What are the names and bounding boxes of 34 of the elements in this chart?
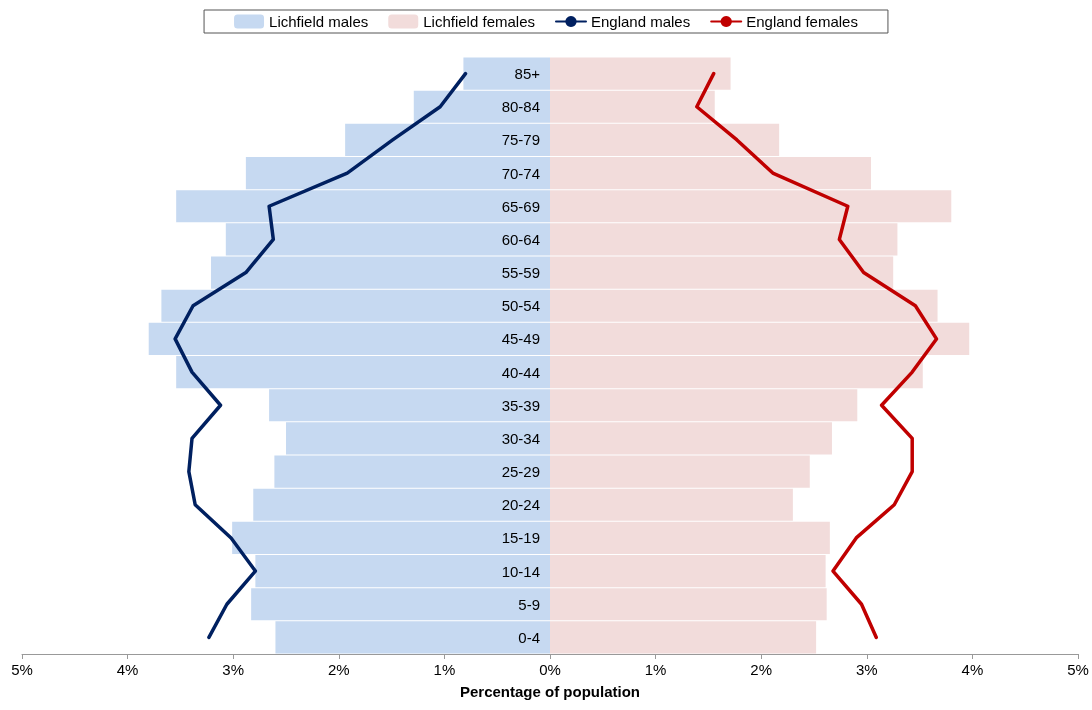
x-tick-label: 1% — [433, 661, 456, 678]
y-tick-label: 10-14 — [501, 562, 540, 580]
x-axis-title: Percentage of population — [459, 683, 641, 700]
y-tick-label: 5-9 — [518, 595, 540, 613]
y-tick-label: 30-34 — [501, 429, 540, 447]
legend-label: England females — [746, 13, 858, 30]
y-tick-label: 80-84 — [501, 98, 540, 116]
y-tick-label: 20-24 — [501, 496, 540, 514]
x-tick-label: 3% — [222, 661, 245, 678]
x-tick-label: 2% — [750, 661, 773, 678]
y-tick-label: 65-69 — [501, 197, 540, 215]
x-tick-label: 2% — [327, 661, 350, 678]
y-tick-label: 35-39 — [501, 396, 540, 414]
y-tick-label: 70-74 — [501, 164, 540, 182]
y-tick-label: 85+ — [514, 65, 541, 83]
legend-label: Lichfield females — [423, 13, 535, 30]
x-tick-label: 4% — [961, 661, 984, 678]
y-tick-label: 50-54 — [501, 297, 540, 315]
x-tick-label: 4% — [116, 661, 139, 678]
legend-label: England males — [590, 13, 691, 30]
y-tick-label: 45-49 — [501, 330, 540, 348]
y-tick-label: 60-64 — [501, 230, 540, 248]
y-tick-label: 0-4 — [518, 628, 540, 646]
x-tick-label: 3% — [855, 661, 878, 678]
y-tick-label: 55-59 — [501, 264, 540, 282]
x-tick-label: 1% — [644, 661, 667, 678]
y-tick-label: 15-19 — [501, 529, 540, 547]
y-tick-label: 75-79 — [501, 131, 540, 149]
x-tick-label: 5% — [11, 661, 33, 678]
legend-label: Lichfield males — [269, 13, 369, 30]
y-tick-label: 40-44 — [501, 363, 540, 381]
x-tick-label: 0% — [539, 661, 561, 678]
y-tick-label: 25-29 — [501, 463, 540, 481]
x-tick-label: 5% — [1067, 661, 1089, 678]
